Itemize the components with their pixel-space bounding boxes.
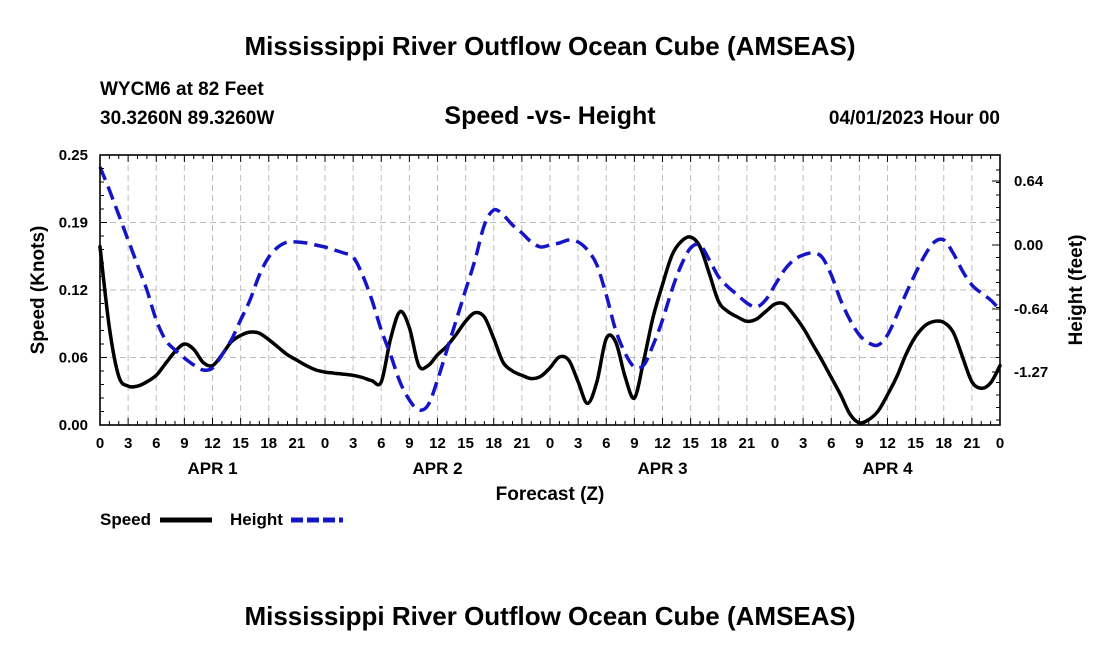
x-tick-label: 3 xyxy=(349,435,357,452)
day-label: APR 4 xyxy=(862,459,913,478)
x-tick-label: 0 xyxy=(546,435,554,452)
x-axis-title: Forecast (Z) xyxy=(496,484,605,505)
station-coords: 30.3260N 89.3260W xyxy=(100,108,274,129)
x-tick-label: 12 xyxy=(204,435,221,452)
legend: Speed Height xyxy=(100,510,343,529)
y-tick-label-right: -0.64 xyxy=(1014,301,1049,318)
x-tick-label: 15 xyxy=(232,435,249,452)
x-tick-label: 6 xyxy=(602,435,610,452)
x-tick-label: 21 xyxy=(964,435,981,452)
series-layer xyxy=(98,166,1002,425)
series-line-speed xyxy=(98,235,1002,425)
forecast-date: 04/01/2023 Hour 00 xyxy=(829,108,1000,129)
x-tick-label: 3 xyxy=(574,435,582,452)
x-tick-label: 15 xyxy=(682,435,699,452)
x-tick-label: 3 xyxy=(124,435,132,452)
x-tick-label: 6 xyxy=(827,435,835,452)
x-tick-label: 18 xyxy=(935,435,952,452)
axis-ticks xyxy=(99,154,1001,426)
x-tick-label: 21 xyxy=(289,435,306,452)
y-tick-label-left: 0.06 xyxy=(59,350,88,367)
x-tick-label: 15 xyxy=(457,435,474,452)
x-tick-label: 0 xyxy=(996,435,1004,452)
y-axis-left-title: Speed (Knots) xyxy=(28,226,49,355)
chart-title: Speed -vs- Height xyxy=(444,102,656,130)
day-label: APR 2 xyxy=(412,459,462,478)
x-tick-label: 12 xyxy=(429,435,446,452)
station-name: WYCM6 at 82 Feet xyxy=(100,79,264,100)
y-tick-label-right: 0.64 xyxy=(1014,173,1044,190)
x-tick-label: 3 xyxy=(799,435,807,452)
legend-speed-label: Speed xyxy=(100,510,151,529)
day-label: APR 3 xyxy=(637,459,687,478)
y-tick-label-left: 0.00 xyxy=(59,417,88,434)
x-tick-label: 0 xyxy=(771,435,779,452)
y-axis-right-title: Height (feet) xyxy=(1066,235,1087,346)
x-tick-label: 18 xyxy=(710,435,727,452)
x-tick-label: 18 xyxy=(260,435,277,452)
legend-height-label: Height xyxy=(230,510,283,529)
axis-tick-labels: 0 3 6 9 12 15 18 21 0 3 6 9 12 15 18 21 0 3 6 9 12 15 18 21 0 3 6 9… xyxy=(59,147,1049,478)
x-tick-label: 12 xyxy=(879,435,896,452)
x-tick-label: 0 xyxy=(96,435,104,452)
x-tick-label: 21 xyxy=(514,435,531,452)
y-tick-label-left: 0.12 xyxy=(59,282,88,299)
page-title: Mississippi River Outflow Ocean Cube (AM… xyxy=(244,31,855,61)
y-tick-label-left: 0.19 xyxy=(59,215,88,232)
x-tick-label: 15 xyxy=(907,435,924,452)
footer-title: Mississippi River Outflow Ocean Cube (AM… xyxy=(244,601,855,631)
x-tick-label: 9 xyxy=(405,435,413,452)
x-tick-label: 9 xyxy=(630,435,638,452)
series-line-height xyxy=(98,166,1002,413)
y-tick-label-right: -1.27 xyxy=(1014,364,1048,381)
x-tick-label: 9 xyxy=(180,435,188,452)
grid-lines xyxy=(100,155,1000,425)
x-tick-label: 12 xyxy=(654,435,671,452)
y-tick-label-right: 0.00 xyxy=(1014,237,1043,254)
x-tick-label: 9 xyxy=(855,435,863,452)
x-tick-label: 0 xyxy=(321,435,329,452)
y-tick-label-left: 0.25 xyxy=(59,147,88,164)
x-tick-label: 6 xyxy=(377,435,385,452)
x-tick-label: 6 xyxy=(152,435,160,452)
x-tick-label: 21 xyxy=(739,435,756,452)
x-tick-label: 18 xyxy=(485,435,502,452)
day-label: APR 1 xyxy=(187,459,237,478)
